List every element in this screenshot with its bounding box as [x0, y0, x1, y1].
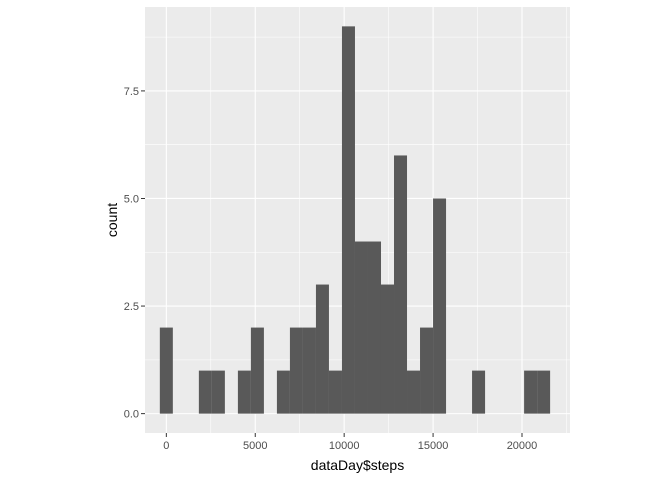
histogram-bar [394, 155, 408, 414]
histogram-bar [433, 198, 447, 414]
histogram-bar [420, 327, 434, 414]
histogram-bar [407, 370, 421, 414]
x-tick-label: 5000 [243, 440, 267, 452]
histogram-bar [211, 370, 225, 414]
histogram-bar [198, 370, 212, 414]
histogram-bar [472, 370, 486, 414]
y-axis-title: count [104, 203, 120, 237]
y-tick-label: 5.0 [124, 193, 139, 205]
y-tick-label: 0.0 [124, 409, 139, 421]
histogram-bar [159, 327, 173, 414]
histogram-bar [302, 327, 316, 414]
x-axis: 0 5000 10000 15000 20000 [163, 433, 537, 452]
histogram-bar [250, 327, 264, 414]
histogram-bar [276, 370, 290, 414]
x-axis-title: dataDay$steps [311, 457, 404, 473]
bars [159, 26, 551, 414]
x-tick-label: 0 [163, 440, 169, 452]
histogram-bar [328, 370, 342, 414]
histogram-bar [315, 284, 329, 414]
histogram-bar [341, 26, 355, 414]
histogram-bar [289, 327, 303, 414]
histogram-bar [367, 241, 382, 414]
histogram-bar [524, 370, 538, 414]
histogram-bar [237, 370, 251, 414]
y-tick-label: 7.5 [124, 86, 139, 98]
y-axis: 0.0 2.5 5.0 7.5 [124, 86, 145, 421]
histogram-bar [537, 370, 551, 414]
x-tick-label: 10000 [329, 440, 360, 452]
x-tick-label: 15000 [418, 440, 449, 452]
y-tick-label: 2.5 [124, 301, 139, 313]
histogram-bar [380, 284, 395, 414]
x-tick-label: 20000 [507, 440, 538, 452]
histogram-bar [354, 241, 368, 414]
